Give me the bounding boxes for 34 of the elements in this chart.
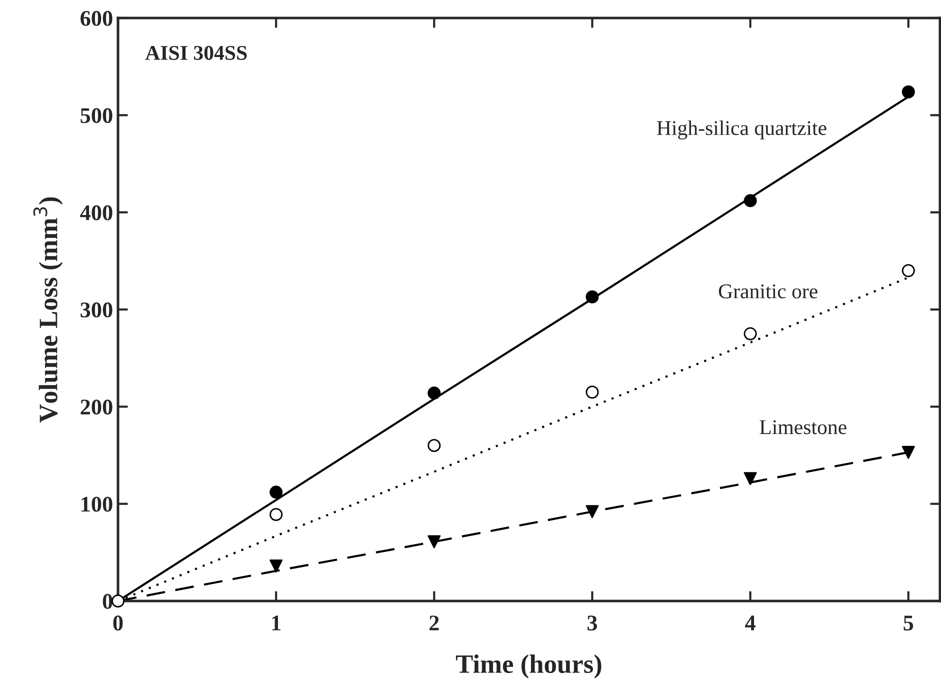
point	[744, 194, 757, 208]
point	[428, 535, 441, 548]
y-tick-label: 300	[80, 302, 112, 318]
point	[428, 386, 441, 400]
x-axis-title: Time (hours)	[456, 654, 602, 678]
x-tick-label: 0	[113, 616, 123, 631]
point	[586, 290, 599, 304]
point	[270, 560, 283, 573]
x-tick-label: 4	[745, 616, 756, 630]
y-axis-title: Volume Loss (mm$^{3}$)	[33, 197, 63, 423]
point	[902, 85, 915, 98]
y-tick-label: 600	[80, 10, 112, 26]
point	[586, 505, 599, 518]
point	[744, 472, 757, 486]
annotation: High-silica quartzite	[657, 120, 826, 140]
point	[428, 439, 441, 452]
x-tick-label: 5	[904, 616, 914, 631]
y-tick-label: 100	[82, 496, 112, 512]
point	[902, 264, 915, 278]
x-tick-label: 2	[430, 616, 439, 630]
annotation: Limestone	[760, 420, 846, 434]
annotation: AISI 304SS	[145, 46, 247, 60]
y-tick-label: 400	[80, 205, 112, 220]
y-tick-label: 500	[80, 108, 112, 124]
point	[744, 327, 757, 340]
point	[902, 446, 915, 459]
point	[270, 508, 283, 522]
point	[586, 386, 599, 399]
y-tick-label: 0	[102, 594, 112, 609]
annotation: Granitic ore	[718, 284, 818, 298]
point	[270, 486, 283, 499]
x-tick-label: 1	[272, 616, 280, 630]
y-tick-label: 200	[80, 400, 112, 415]
x-tick-label: 3	[588, 616, 598, 631]
